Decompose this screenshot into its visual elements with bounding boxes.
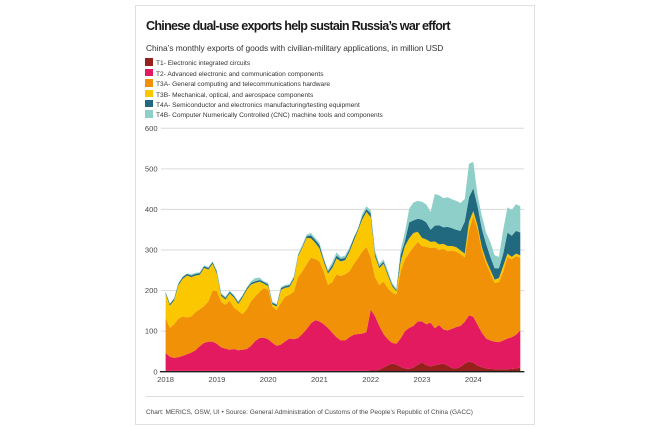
svg-text:600: 600	[145, 124, 158, 133]
svg-text:500: 500	[145, 164, 158, 173]
svg-text:100: 100	[145, 327, 158, 336]
svg-text:2018: 2018	[157, 375, 174, 384]
svg-text:2024: 2024	[465, 375, 482, 384]
svg-text:2021: 2021	[311, 375, 328, 384]
svg-text:400: 400	[145, 205, 158, 214]
svg-text:300: 300	[145, 246, 158, 255]
svg-text:200: 200	[145, 286, 158, 295]
svg-text:0: 0	[153, 367, 157, 376]
svg-text:2019: 2019	[208, 375, 225, 384]
svg-text:2020: 2020	[260, 375, 277, 384]
svg-text:2022: 2022	[362, 375, 379, 384]
svg-text:2023: 2023	[414, 375, 431, 384]
